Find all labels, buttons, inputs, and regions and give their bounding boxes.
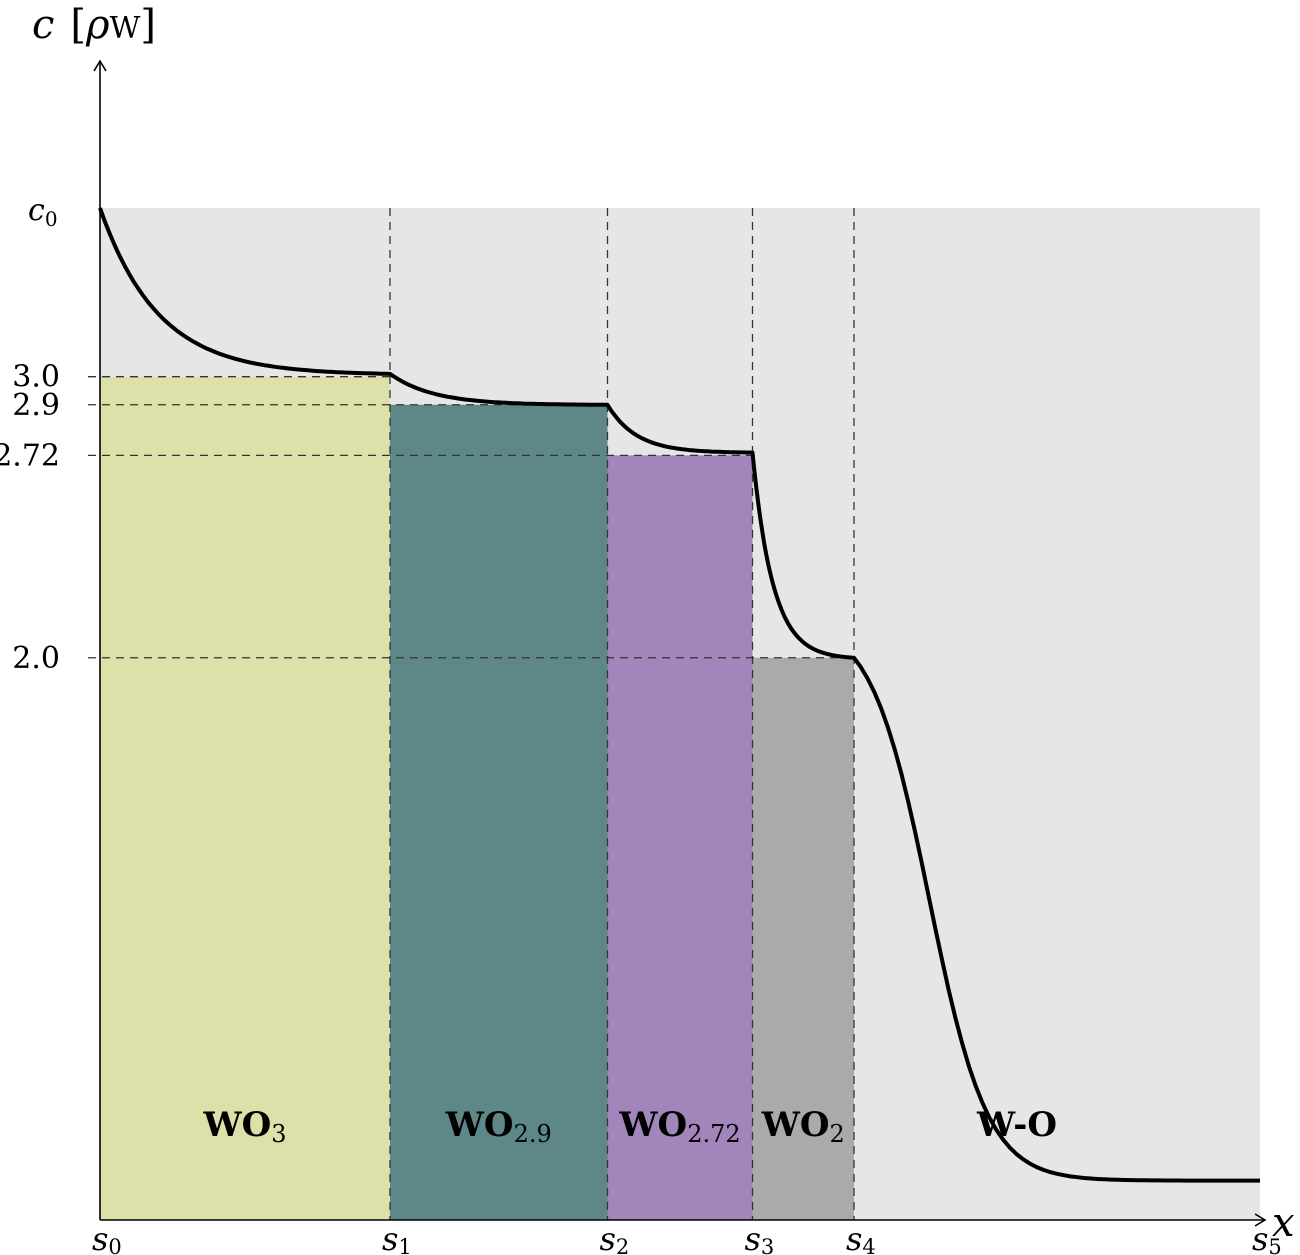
region-label: WO2 xyxy=(761,1105,845,1148)
region-bar xyxy=(607,455,753,1220)
x-tick-label: s4 xyxy=(846,1220,876,1255)
region-label: W-O xyxy=(976,1105,1057,1145)
x-tick-label: s3 xyxy=(745,1220,775,1255)
y-tick-label: 2.0 xyxy=(12,641,60,676)
x-tick-label: s5 xyxy=(1252,1220,1282,1255)
x-axis-title: x xyxy=(1272,1200,1295,1246)
region-bar xyxy=(100,376,390,1221)
x-tick-label: s1 xyxy=(382,1220,412,1255)
region-bar xyxy=(752,657,854,1220)
region-label: WO3 xyxy=(202,1105,286,1148)
concentration-curve xyxy=(98,207,1260,1183)
region-bar xyxy=(390,404,608,1220)
region-label: WO2.72 xyxy=(618,1105,740,1148)
y-axis-title: c [ρW] xyxy=(32,2,156,48)
y-tick-label: 2.9 xyxy=(12,388,60,423)
y-tick-label: 2.72 xyxy=(0,438,60,473)
x-tick-label: s2 xyxy=(600,1220,630,1255)
region-bar xyxy=(854,208,1260,1220)
region-label: WO2.9 xyxy=(445,1105,552,1148)
y-tick-label: 3.0 xyxy=(12,360,60,395)
x-tick-label: s0 xyxy=(92,1220,122,1255)
y-tick-label: c0 xyxy=(28,193,58,231)
